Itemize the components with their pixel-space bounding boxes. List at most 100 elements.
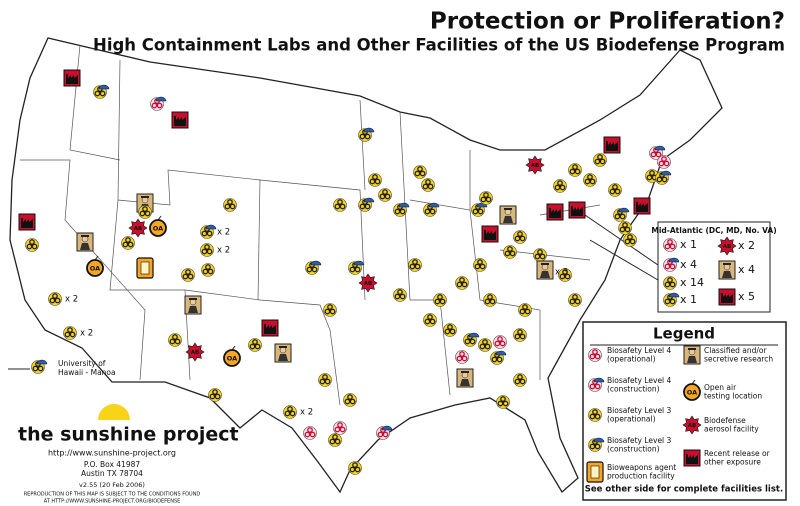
icon-lobe (394, 293, 401, 300)
facility-icon (343, 393, 357, 407)
icon-core (519, 236, 521, 238)
icon-lobe (484, 343, 491, 350)
icon-core (324, 379, 326, 381)
icon-lobe (614, 188, 621, 195)
icon-lobe (382, 431, 389, 438)
icon-core (594, 444, 596, 446)
icon-lobe (224, 203, 231, 210)
icon-lobe (429, 208, 436, 215)
facility-icon (588, 377, 605, 392)
icon-core (469, 339, 471, 341)
mid-atlantic-count: x 14 (680, 276, 704, 289)
icon-core (364, 204, 366, 206)
agent-body (503, 216, 513, 223)
open-air-code: OA (227, 355, 237, 363)
icon-core (156, 103, 158, 105)
icon-core (489, 299, 491, 301)
aerosol-code: AB (688, 423, 696, 429)
icon-lobe (319, 378, 326, 385)
icon-lobe (669, 281, 676, 288)
facility-icon (583, 173, 597, 187)
icon-lobe (519, 308, 526, 315)
title: Protection or Proliferation? (430, 9, 785, 35)
icon-lobe (619, 213, 626, 220)
icon-core (144, 211, 146, 213)
facility-icon (63, 69, 81, 87)
release-factory (484, 230, 496, 240)
icon-core (524, 309, 526, 311)
hawaii-label: University of (58, 359, 106, 368)
facility-icon (603, 136, 621, 154)
icon-lobe (384, 193, 391, 200)
icon-lobe (539, 253, 546, 260)
icon-core (669, 299, 671, 301)
icon-lobe (427, 183, 434, 190)
facility-icon (201, 263, 215, 277)
icon-core (614, 189, 616, 191)
facility-icon (171, 111, 189, 129)
icon-lobe (461, 281, 468, 288)
legend-label: secretive research (704, 355, 773, 364)
icon-core (496, 357, 498, 359)
icon-core (339, 427, 341, 429)
icon-lobe (369, 178, 376, 185)
icon-lobe (151, 102, 158, 109)
icon-lobe (206, 248, 213, 255)
open-air-code: OA (153, 225, 163, 233)
icon-lobe (619, 226, 626, 233)
open-air-code: OA (90, 265, 100, 273)
facility-icon (593, 153, 607, 167)
icon-lobe (429, 318, 436, 325)
mid-atlantic-count: x 4 (738, 263, 755, 276)
facility-icon: AB (682, 415, 702, 435)
facility-icon (588, 408, 602, 422)
facility-icon (683, 345, 701, 365)
facility-icon (138, 205, 152, 219)
icon-lobe (629, 238, 636, 245)
icon-core (619, 214, 621, 216)
legend-title: Legend (653, 325, 715, 343)
icon-core (254, 344, 256, 346)
icon-lobe (484, 298, 491, 305)
legend-label: Open air (704, 383, 737, 392)
icon-lobe (655, 151, 662, 158)
icon-lobe (214, 393, 221, 400)
icon-lobe (569, 298, 576, 305)
facility-icon (368, 173, 382, 187)
icon-lobe (650, 151, 657, 158)
facility-icon (586, 461, 604, 483)
facility-icon (421, 178, 435, 192)
facility-icon: OA (223, 345, 241, 367)
icon-lobe (304, 431, 311, 438)
icon-lobe (504, 250, 511, 257)
icon-lobe (589, 178, 596, 185)
facility-icon: OA (683, 379, 701, 401)
icon-core (479, 264, 481, 266)
facility-icon (479, 191, 493, 205)
icon-core (509, 251, 511, 253)
icon-core (461, 282, 463, 284)
icon-lobe (334, 438, 341, 445)
facility-icon (181, 268, 195, 282)
hardhat (205, 224, 217, 230)
icon-lobe (354, 466, 361, 473)
icon-lobe (64, 331, 71, 338)
icon-lobe (554, 184, 561, 191)
icon-lobe (594, 353, 601, 360)
icon-lobe (49, 297, 56, 304)
facility-icon (558, 268, 572, 282)
icon-lobe (496, 356, 503, 363)
hardhat (381, 425, 393, 431)
hardhat (660, 170, 672, 176)
facility-icon (76, 232, 94, 252)
icon-lobe (424, 208, 431, 215)
facility-icon (348, 461, 362, 475)
icon-lobe (399, 208, 406, 215)
icon-lobe (334, 426, 341, 433)
icon-core (502, 401, 504, 403)
facility-icon (48, 292, 62, 306)
icon-core (484, 344, 486, 346)
icon-lobe (589, 383, 596, 390)
icon-lobe (339, 203, 346, 210)
legend-label: Classified and/or (704, 346, 768, 355)
